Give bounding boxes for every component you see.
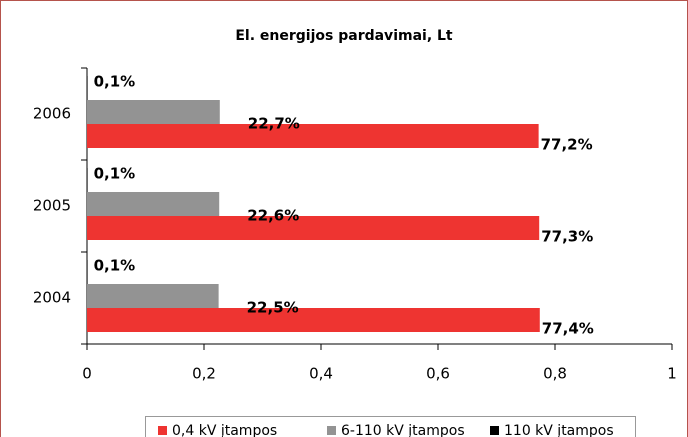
legend-swatch [158, 426, 167, 435]
bar [87, 260, 88, 284]
data-label: 77,2% [541, 136, 593, 154]
data-label: 0,1% [94, 165, 136, 183]
data-label: 0,1% [94, 73, 136, 91]
y-tick-label: 2005 [33, 197, 71, 215]
legend-label: 0,4 kV įtampos [172, 423, 277, 437]
x-tick-label: 0,6 [426, 365, 450, 383]
legend-swatch [327, 426, 336, 435]
x-tick-label: 0 [82, 365, 92, 383]
legend-swatch [490, 426, 499, 435]
bar [87, 124, 539, 148]
bar [87, 216, 540, 240]
x-tick-label: 0,8 [543, 365, 567, 383]
bar [87, 76, 88, 100]
data-label: 77,3% [541, 228, 593, 246]
legend-label: 6-110 kV įtampos [341, 423, 465, 437]
bar [87, 100, 220, 124]
data-label: 0,1% [94, 257, 136, 275]
data-label: 22,7% [248, 115, 300, 133]
chart-title: El. energijos pardavimai, Lt [235, 28, 453, 44]
legend-box [145, 416, 636, 437]
y-tick-label: 2004 [33, 289, 71, 307]
data-label: 77,4% [542, 320, 594, 338]
legend-label: 110 kV įtampos [504, 423, 614, 437]
y-tick-label: 2006 [33, 105, 71, 123]
bar [87, 168, 88, 192]
x-tick-label: 1 [667, 365, 677, 383]
bar [87, 284, 219, 308]
x-tick-label: 0,2 [192, 365, 216, 383]
bar [87, 192, 220, 216]
x-tick-label: 0,4 [309, 365, 333, 383]
data-label: 22,5% [247, 299, 299, 317]
data-label: 22,6% [247, 207, 299, 225]
bar [87, 308, 540, 332]
